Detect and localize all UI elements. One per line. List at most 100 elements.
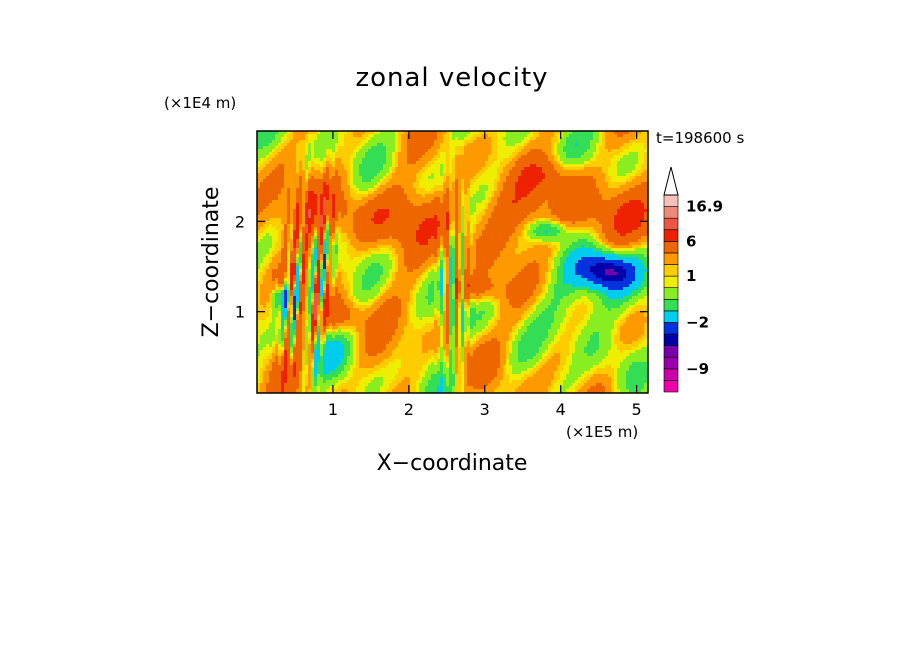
field-cell xyxy=(353,185,357,189)
field-cell xyxy=(566,203,570,207)
field-cell xyxy=(395,230,399,234)
field-cell xyxy=(356,212,360,216)
field-cell xyxy=(365,221,369,225)
field-cell xyxy=(329,242,333,246)
field-cell xyxy=(278,137,282,141)
field-cell xyxy=(323,170,327,174)
field-cell xyxy=(341,158,345,162)
field-cell xyxy=(623,242,627,246)
field-cell xyxy=(449,212,453,216)
field-cell xyxy=(275,152,279,156)
field-cell xyxy=(593,167,597,171)
field-cell xyxy=(629,197,633,201)
field-cell xyxy=(518,137,522,141)
field-cell xyxy=(374,188,378,192)
field-cell xyxy=(626,236,630,240)
field-cell xyxy=(566,149,570,153)
field-cell xyxy=(503,146,507,150)
field-cell xyxy=(476,170,480,174)
field-cell xyxy=(272,233,276,237)
field-cell xyxy=(260,143,264,147)
field-cell xyxy=(314,197,318,201)
field-cell xyxy=(314,191,318,195)
field-cell xyxy=(602,200,606,204)
field-cell xyxy=(422,182,426,186)
field-cell xyxy=(266,137,270,141)
field-cell xyxy=(479,233,483,237)
field-cell xyxy=(569,197,573,201)
field-cell xyxy=(275,218,279,222)
field-cell xyxy=(536,164,540,168)
field-cell xyxy=(440,230,444,234)
field-cell xyxy=(515,170,519,174)
field-cell xyxy=(530,155,534,159)
field-cell xyxy=(584,227,588,231)
field-cell xyxy=(269,185,273,189)
field-cell xyxy=(404,134,408,138)
field-cell xyxy=(380,182,384,186)
field-cell xyxy=(266,194,270,198)
field-cell xyxy=(413,233,417,237)
field-cell xyxy=(314,212,318,216)
field-cell xyxy=(260,161,264,165)
field-cell xyxy=(554,203,558,207)
field-cell xyxy=(602,242,606,246)
field-cell xyxy=(461,221,465,225)
field-cell xyxy=(425,137,429,141)
field-cell xyxy=(347,215,351,219)
field-cell xyxy=(587,158,591,162)
field-cell xyxy=(572,227,576,231)
field-cell xyxy=(401,230,405,234)
field-cell xyxy=(332,197,336,201)
field-cell xyxy=(431,227,435,231)
field-cell xyxy=(563,179,567,183)
field-cell xyxy=(401,233,405,237)
field-cell xyxy=(461,167,465,171)
field-cell xyxy=(467,182,471,186)
field-cell xyxy=(584,134,588,138)
field-cell xyxy=(518,185,522,189)
field-cell xyxy=(638,137,642,141)
field-cell xyxy=(416,212,420,216)
field-cell xyxy=(470,212,474,216)
field-cell xyxy=(362,176,366,180)
field-cell xyxy=(335,134,339,138)
field-cell xyxy=(521,224,525,228)
field-cell xyxy=(551,206,555,210)
field-cell xyxy=(515,224,519,228)
field-cell xyxy=(455,233,459,237)
field-cell xyxy=(569,233,573,237)
field-cell xyxy=(608,221,612,225)
field-cell xyxy=(341,221,345,225)
field-cell xyxy=(449,206,453,210)
field-cell xyxy=(326,233,330,237)
field-cell xyxy=(485,182,489,186)
field-cell xyxy=(287,167,291,171)
field-cell xyxy=(596,152,600,156)
field-cell xyxy=(527,158,531,162)
field-cell xyxy=(626,200,630,204)
field-cell xyxy=(443,173,447,177)
field-cell xyxy=(476,143,480,147)
field-cell xyxy=(281,143,285,147)
field-cell xyxy=(359,131,363,135)
field-cell xyxy=(560,224,564,228)
field-cell xyxy=(299,230,303,234)
field-cell xyxy=(341,215,345,219)
field-cell xyxy=(410,230,414,234)
field-cell xyxy=(530,230,534,234)
field-cell xyxy=(632,197,636,201)
field-cell xyxy=(368,131,372,135)
field-cell xyxy=(392,230,396,234)
field-cell xyxy=(428,209,432,213)
field-cell xyxy=(383,224,387,228)
field-cell xyxy=(560,164,564,168)
field-cell xyxy=(608,143,612,147)
field-cell xyxy=(611,194,615,198)
field-cell xyxy=(458,188,462,192)
field-cell xyxy=(512,161,516,165)
field-cell xyxy=(500,194,504,198)
field-cell xyxy=(587,209,591,213)
field-cell xyxy=(464,140,468,144)
field-cell xyxy=(488,224,492,228)
